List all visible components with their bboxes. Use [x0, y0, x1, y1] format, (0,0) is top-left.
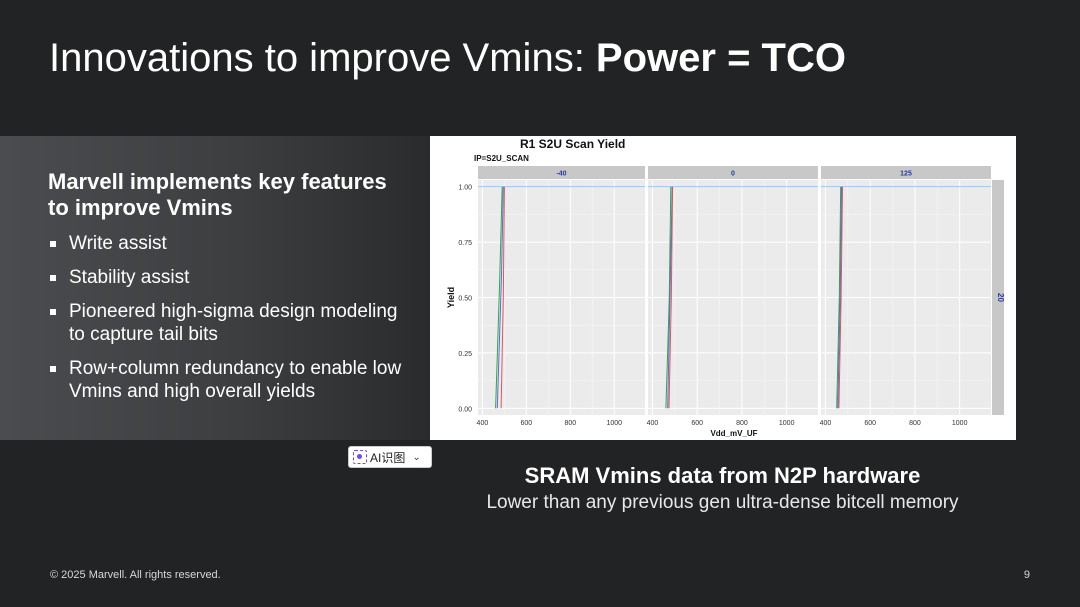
y-tick-label: 0.00: [458, 406, 472, 413]
x-tick-label: 400: [820, 420, 832, 427]
x-tick-label: 1000: [606, 420, 622, 427]
series-line: [496, 186, 504, 409]
features-heading: Marvell implements key features to impro…: [48, 169, 387, 220]
series-line: [838, 186, 843, 409]
x-tick-label: 800: [736, 420, 748, 427]
series-line: [836, 186, 842, 409]
scan-yield-chart: R1 S2U Scan Yield IP=S2U_SCAN 20 0.00 0.25 0.…: [430, 136, 1016, 440]
feature-item: Stability assist: [48, 266, 418, 289]
x-tick-label: 400: [647, 420, 659, 427]
caption-subtitle: Lower than any previous gen ultra-dense …: [486, 492, 959, 513]
bullet-square-icon: [50, 275, 56, 281]
facet-strip: [648, 166, 818, 179]
series-line: [667, 186, 673, 409]
x-tick-label: 600: [691, 420, 703, 427]
chevron-down-icon[interactable]: ⌄: [412, 451, 421, 463]
y-tick-label: 1.00: [458, 185, 472, 192]
facet-strip-right: [992, 180, 1004, 415]
chart-title: R1 S2U Scan Yield: [520, 137, 625, 151]
x-tick-label: 800: [564, 420, 576, 427]
feature-item-text: Row+column redundancy to enable low Vmin…: [69, 358, 402, 402]
series-line: [837, 186, 843, 409]
facet-strip-label: 0: [731, 171, 735, 178]
series-line: [668, 186, 674, 409]
chart-canvas: R1 S2U Scan Yield IP=S2U_SCAN 20 0.00 0.25 0.…: [446, 137, 1005, 438]
x-axis-label: Vdd_mV_UF: [710, 429, 757, 438]
slide-title: Innovations to improve Vmins: Power = TC…: [49, 34, 846, 82]
slide-title-bold: Power = TCO: [595, 36, 846, 80]
y-tick-label: 0.25: [458, 351, 472, 358]
caption-title: SRAM Vmins data from N2P hardware: [524, 463, 921, 488]
feature-item-text: Pioneered high-sigma design modeling to …: [69, 301, 398, 345]
page-number: 9: [1023, 569, 1030, 581]
y-tick-label: 0.50: [458, 296, 472, 303]
x-tick-label: 1000: [779, 420, 795, 427]
x-tick-label: 600: [864, 420, 876, 427]
feature-item: Row+column redundancy to enable low Vmin…: [48, 357, 418, 403]
bullet-square-icon: [50, 366, 56, 372]
x-tick-label: 400: [477, 420, 489, 427]
feature-item-text: Write assist: [69, 233, 167, 254]
facet-strip-label: -40: [556, 171, 566, 178]
ai-badge-label: AI识图: [370, 450, 406, 465]
y-axis-label: Yield: [446, 287, 456, 308]
slide-title-prefix: Innovations to improve Vmins:: [49, 36, 596, 80]
feature-item: Write assist: [48, 232, 418, 255]
x-tick-label: 600: [520, 420, 532, 427]
series-line: [500, 186, 505, 409]
facet-strip: [821, 166, 991, 179]
series-line: [665, 186, 672, 409]
features-panel: [0, 136, 430, 440]
feature-item: Pioneered high-sigma design modeling to …: [48, 300, 418, 346]
x-tick-label: 800: [909, 420, 921, 427]
facet-strip-right-label: 20: [996, 293, 1005, 302]
features-list: Write assist Stability assist Pioneered …: [48, 232, 418, 414]
series-line: [495, 186, 503, 409]
facet-strip: [478, 166, 645, 179]
feature-item-text: Stability assist: [69, 267, 190, 288]
bullet-square-icon: [50, 241, 56, 247]
footer-copyright: © 2025 Marvell. All rights reserved.: [50, 569, 221, 581]
chart-subtitle: IP=S2U_SCAN: [474, 154, 529, 163]
x-tick-label: 1000: [952, 420, 968, 427]
y-tick-label: 0.75: [458, 240, 472, 247]
facet-strip-label: 125: [900, 171, 912, 178]
bullet-square-icon: [50, 309, 56, 315]
ai-image-recognition-button[interactable]: AI识图 ⌄: [348, 446, 432, 468]
ai-scan-icon: [353, 450, 367, 464]
